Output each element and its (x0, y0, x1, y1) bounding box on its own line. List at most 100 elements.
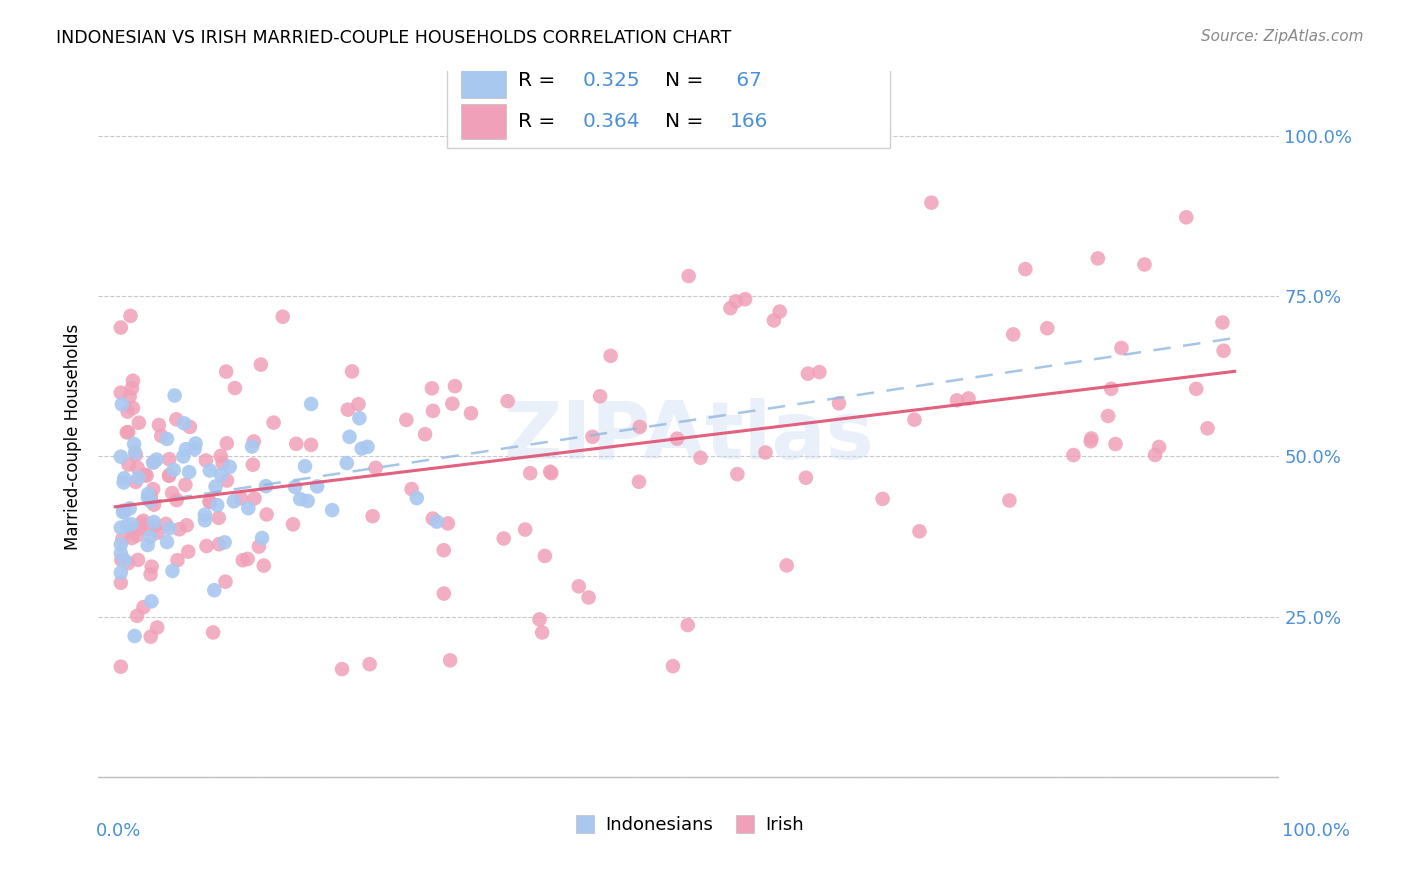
Point (339, 430, 361, 444)
Point (136, 522, 159, 536)
Point (754, 445, 776, 459)
Point (131, 516, 153, 530)
Point (205, 498, 228, 512)
Point (127, 553, 149, 567)
Point (794, 471, 817, 485)
Point (125, 608, 148, 623)
Point (143, 498, 166, 512)
Point (361, 509, 384, 524)
Point (110, 320, 132, 334)
Point (142, 456, 165, 470)
Point (242, 458, 264, 472)
Point (946, 393, 969, 408)
Point (110, 546, 132, 560)
Point (122, 374, 145, 388)
Point (340, 364, 363, 378)
Point (725, 467, 748, 482)
Point (139, 530, 162, 544)
Point (127, 471, 149, 485)
Point (157, 469, 180, 483)
Point (433, 586, 456, 600)
Point (1133, 258, 1156, 272)
Point (166, 553, 188, 567)
Point (110, 521, 132, 535)
Point (211, 457, 233, 471)
Point (136, 487, 159, 501)
Point (198, 494, 221, 508)
Point (195, 539, 218, 553)
Point (143, 455, 166, 469)
Point (284, 480, 307, 494)
Point (117, 404, 139, 418)
Point (957, 392, 980, 406)
Point (256, 508, 278, 522)
Point (115, 425, 138, 440)
Point (110, 385, 132, 400)
Point (534, 549, 557, 563)
Point (444, 379, 467, 393)
Point (1175, 211, 1198, 225)
Point (589, 389, 612, 403)
Point (218, 459, 240, 474)
Point (1080, 434, 1102, 449)
Point (125, 448, 148, 462)
Point (689, 450, 711, 465)
Point (135, 468, 157, 483)
Point (908, 524, 931, 539)
Point (492, 532, 515, 546)
Point (426, 515, 449, 529)
Point (734, 292, 756, 306)
Point (872, 491, 894, 506)
Point (110, 553, 132, 567)
Point (194, 508, 217, 522)
Point (413, 427, 436, 442)
Point (401, 482, 423, 496)
Text: Source: ZipAtlas.com: Source: ZipAtlas.com (1201, 29, 1364, 44)
Point (177, 465, 200, 479)
Point (215, 474, 238, 488)
Point (531, 625, 554, 640)
Point (828, 396, 851, 410)
Point (160, 486, 183, 500)
FancyBboxPatch shape (461, 104, 506, 139)
Point (724, 294, 747, 309)
Point (243, 491, 266, 506)
Point (136, 491, 159, 505)
Point (163, 388, 186, 402)
Point (1087, 252, 1109, 266)
Point (336, 456, 359, 470)
Point (395, 413, 418, 427)
Point (208, 511, 231, 525)
Point (214, 574, 236, 589)
Point (232, 553, 254, 567)
Point (263, 416, 285, 430)
Text: ZIPAtlas: ZIPAtlas (503, 398, 875, 476)
Point (157, 468, 180, 483)
Point (110, 659, 132, 673)
Point (720, 301, 742, 315)
Point (121, 522, 143, 536)
Point (156, 535, 179, 549)
FancyBboxPatch shape (447, 54, 890, 148)
Point (117, 556, 139, 570)
Text: 67: 67 (730, 70, 762, 89)
Point (253, 558, 276, 573)
Point (222, 494, 245, 508)
Point (112, 471, 135, 485)
Point (117, 458, 139, 472)
Point (121, 531, 143, 545)
Point (356, 440, 378, 454)
Point (110, 575, 132, 590)
Point (120, 309, 142, 323)
Point (148, 417, 170, 432)
Text: N =: N = (665, 112, 710, 131)
Point (1097, 409, 1119, 423)
Text: INDONESIAN VS IRISH MARRIED-COUPLE HOUSEHOLDS CORRELATION CHART: INDONESIAN VS IRISH MARRIED-COUPLE HOUSE… (56, 29, 731, 46)
Point (433, 543, 456, 558)
Point (121, 381, 143, 395)
Point (1212, 343, 1234, 358)
Point (349, 411, 371, 425)
Point (141, 559, 163, 574)
Point (540, 466, 562, 480)
Point (242, 434, 264, 449)
